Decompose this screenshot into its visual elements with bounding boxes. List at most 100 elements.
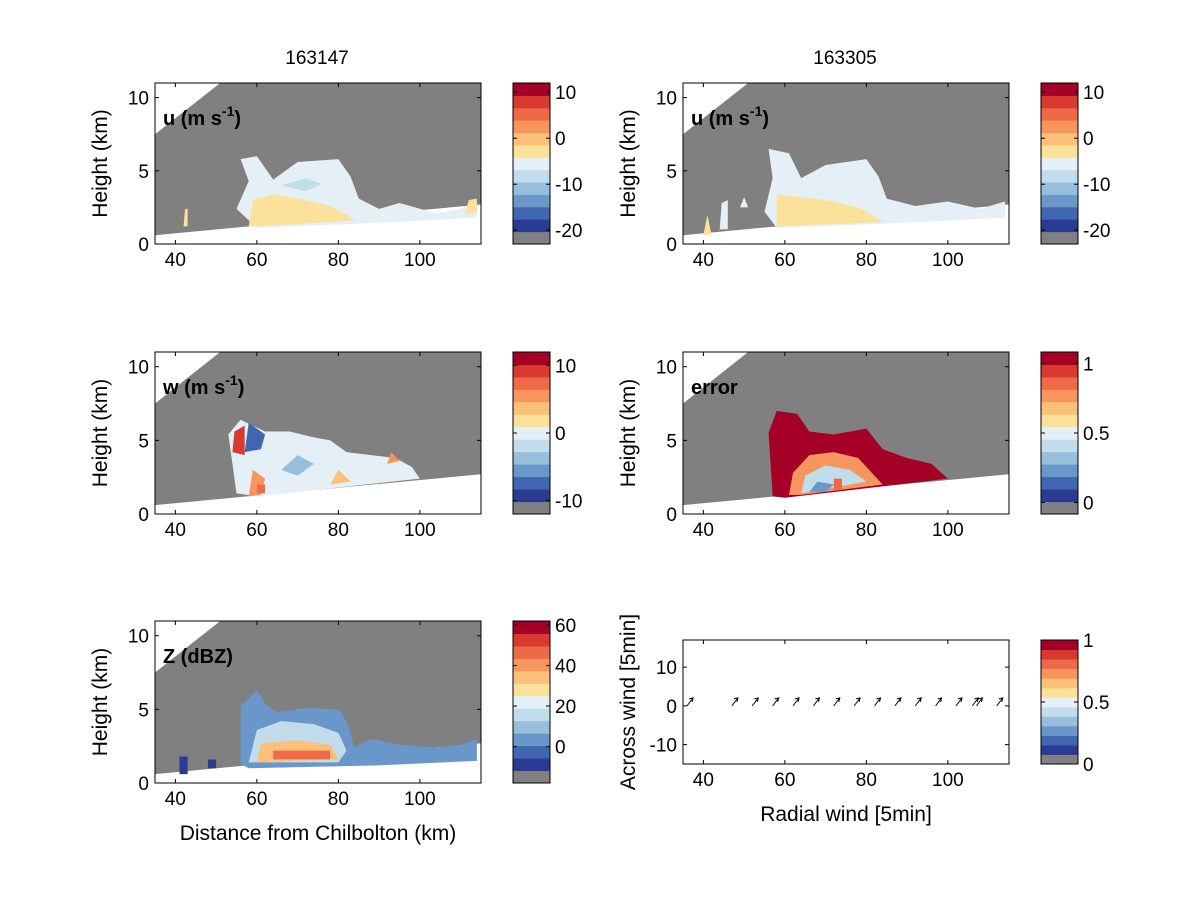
colorbar-band <box>1041 157 1078 171</box>
colorbar-band <box>513 414 550 428</box>
colorbar-band <box>1041 501 1078 515</box>
field-region-7 <box>281 455 314 476</box>
field-region-5 <box>833 478 842 491</box>
y-tick-label: 5 <box>138 431 149 452</box>
colorbar: 0 20 40 60 <box>512 616 576 784</box>
axes-frame <box>682 351 1010 515</box>
field-region-4 <box>809 481 834 492</box>
colorbar-band <box>1041 231 1078 245</box>
field-region-5 <box>183 208 188 227</box>
colorbar-band <box>1041 725 1078 736</box>
colorbar-band <box>513 439 550 453</box>
colorbar-frame <box>1040 82 1079 245</box>
field-area <box>155 352 481 514</box>
wind-arrow <box>894 697 902 707</box>
x-axis-label: Distance from Chilbolton (km) <box>180 822 457 845</box>
panel-label: error <box>691 377 738 399</box>
colorbar-tick-label: 0.5 <box>1083 693 1109 714</box>
wind-arrow-head <box>937 697 943 702</box>
colorbar-band <box>513 182 550 195</box>
field-region-2 <box>776 194 883 227</box>
wind-arrow-head <box>896 697 902 702</box>
colorbar-band <box>1041 706 1078 717</box>
x-tick-label: 100 <box>932 770 964 791</box>
colorbar-band <box>513 352 550 365</box>
colorbar-band <box>513 720 550 734</box>
colorbar-band <box>513 489 550 503</box>
colorbar-tick-label: 20 <box>555 697 576 718</box>
colorbar-tick-label: 10 <box>1083 83 1104 104</box>
y-tick-label: 0 <box>138 235 149 256</box>
colorbar: -10 0 10 <box>512 351 582 515</box>
colorbar-tick-label: 40 <box>555 657 576 678</box>
plot-background <box>683 640 1009 764</box>
colorbar-band <box>1041 389 1078 403</box>
field-region-4 <box>281 178 323 192</box>
colorbar-band <box>1041 451 1078 465</box>
colorbar-band <box>513 231 550 245</box>
y-tick-label: -10 <box>650 736 677 757</box>
colorbar-band <box>513 770 550 784</box>
colorbar-band <box>1041 426 1078 440</box>
y-tick-label: 5 <box>138 700 149 721</box>
wind-arrow <box>813 697 820 707</box>
wind-arrow <box>853 697 861 707</box>
wind-arrow <box>772 697 780 707</box>
colorbar-tick-label: 0 <box>555 738 566 759</box>
colorbar-band <box>513 633 550 647</box>
colorbar: 00.51 <box>1040 351 1109 515</box>
no-data-wedge-top <box>683 83 749 135</box>
colorbar-band <box>513 95 550 109</box>
panel-label-end: ) <box>234 108 241 130</box>
colorbar-band <box>1041 401 1078 415</box>
colorbar-band <box>1041 697 1078 708</box>
panel-label-superscript: -1 <box>222 103 235 119</box>
colorbar-frame <box>512 82 551 245</box>
x-tick-label: 40 <box>693 250 714 271</box>
colorbar-band <box>1041 95 1078 109</box>
panel-1: 40 60 80 100 0 5 10 Height (km) u (m s-1) -20 -10 0… <box>89 82 582 271</box>
wind-arrow-head <box>688 697 694 702</box>
panel-label: u (m s-1) <box>163 103 241 130</box>
wind-arrow <box>686 697 694 707</box>
axes-frame <box>682 82 1010 245</box>
wind-arrow-head <box>978 697 984 702</box>
field-area <box>155 621 481 783</box>
colorbar-band <box>1041 414 1078 428</box>
colorbar-band <box>513 670 550 684</box>
wind-arrow <box>751 697 759 707</box>
colorbar-band <box>1041 182 1078 195</box>
colorbar-band <box>1041 352 1078 365</box>
wind-arrow <box>996 697 1004 707</box>
y-axis-label: Height (km) <box>89 379 112 488</box>
colorbar-band <box>513 621 550 634</box>
field-region-4 <box>273 750 331 760</box>
field-region-3 <box>719 200 728 230</box>
colorbar-band <box>513 364 550 378</box>
panel-label-end: ) <box>238 377 245 399</box>
y-tick-label: 5 <box>666 431 677 452</box>
colorbar-tick-label: -10 <box>1083 175 1110 196</box>
field-region-2 <box>232 425 245 456</box>
x-tick-label: 100 <box>404 520 436 541</box>
colorbar-band <box>513 144 550 158</box>
colorbar-band <box>1041 476 1078 490</box>
colorbar-frame <box>512 620 551 784</box>
no-data-wedge-top <box>155 621 221 673</box>
colorbar-band <box>513 464 550 478</box>
wind-arrow-head <box>774 697 780 702</box>
panel-label-end: ) <box>762 108 769 130</box>
colorbar-band <box>513 219 550 233</box>
panel-label-main: Z (dBZ) <box>163 646 233 668</box>
panel-5: 40 60 80 100 0 5 10 Height (km) Distance from Ch… <box>89 616 576 845</box>
y-axis-label: Height (km) <box>617 379 640 488</box>
y-tick-label: 0 <box>666 505 677 526</box>
panel-label: Z (dBZ) <box>163 646 233 668</box>
colorbar-band <box>1041 489 1078 503</box>
wind-arrow <box>976 697 983 707</box>
panel-label-main: error <box>691 377 738 399</box>
panel-3: 40 60 80 100 0 5 10 Height (km) w (m s-1) -10 0 10 <box>89 351 582 541</box>
colorbar-tick-label: -10 <box>555 492 582 513</box>
y-tick-label: 10 <box>656 658 677 679</box>
